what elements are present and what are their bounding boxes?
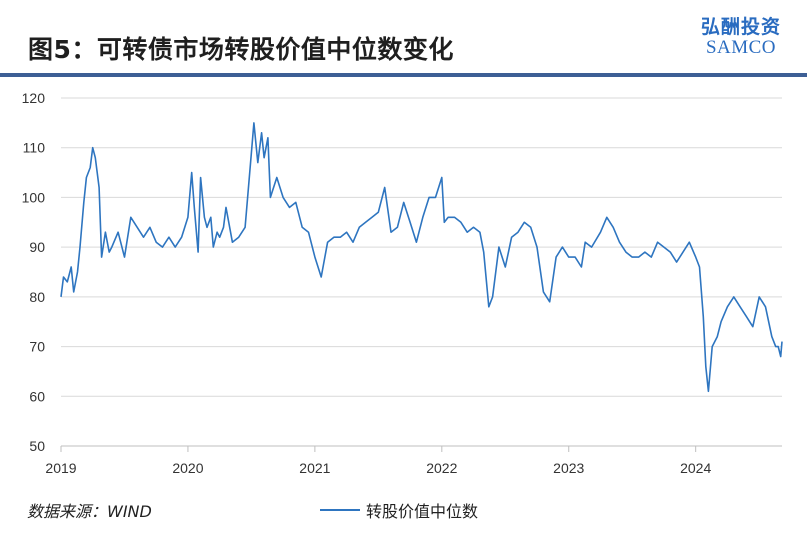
grid-lines bbox=[61, 97, 782, 447]
y-tick-label: 120 bbox=[22, 90, 46, 106]
y-tick-label: 60 bbox=[29, 388, 45, 404]
y-axis: 50 60 70 80 90 100 110 120 bbox=[22, 90, 46, 454]
chart-title: 图5：可转债市场转股价值中位数变化 bbox=[28, 35, 454, 64]
x-tick-label: 2019 bbox=[45, 460, 76, 476]
series-group bbox=[60, 122, 783, 393]
legend: 转股价值中位数 bbox=[320, 498, 478, 522]
x-tick-label: 2021 bbox=[299, 460, 330, 476]
y-tick-label: 70 bbox=[29, 339, 45, 355]
title-divider bbox=[0, 73, 807, 77]
y-tick-label: 50 bbox=[29, 438, 45, 454]
y-tick-label: 110 bbox=[23, 140, 46, 156]
x-tick-label: 2022 bbox=[426, 460, 457, 476]
x-axis: 2019 2020 2021 2022 2023 2024 bbox=[45, 446, 711, 476]
legend-swatch bbox=[320, 509, 360, 511]
samco-logo: 弘酬投资 SAMCO bbox=[701, 16, 781, 58]
y-tick-label: 80 bbox=[29, 289, 45, 305]
data-source-note: 数据来源：WIND bbox=[27, 502, 152, 521]
y-tick-label: 100 bbox=[22, 189, 46, 205]
legend-label: 转股价值中位数 bbox=[366, 502, 479, 521]
y-tick-label: 90 bbox=[29, 239, 45, 255]
series-line bbox=[60, 122, 783, 393]
x-tick-label: 2023 bbox=[553, 460, 584, 476]
logo-chinese-text: 弘酬投资 bbox=[700, 16, 781, 38]
line-chart: 50 60 70 80 90 100 110 120 2019 2020 2021 2022 2023… bbox=[22, 90, 783, 476]
x-tick-label: 2020 bbox=[172, 460, 203, 476]
logo-english-text: SAMCO bbox=[705, 37, 777, 58]
x-tick-label: 2024 bbox=[680, 460, 711, 476]
